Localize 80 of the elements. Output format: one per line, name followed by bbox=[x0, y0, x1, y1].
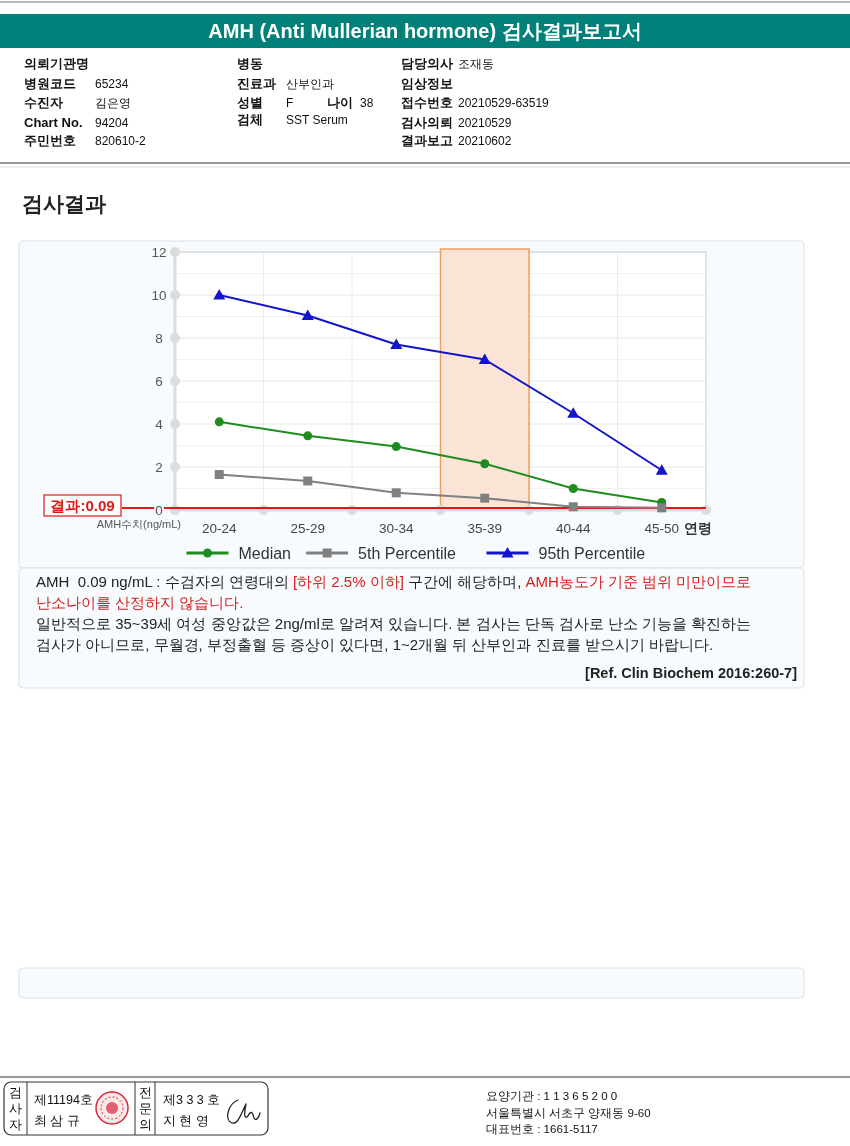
text: 제11194호 bbox=[34, 1093, 93, 1107]
text: 의뢰기관명 bbox=[24, 56, 89, 71]
x-tick-label: 40-44 bbox=[555, 521, 591, 536]
point bbox=[303, 476, 313, 486]
legend-label: 5th Percentile bbox=[358, 544, 457, 562]
text: AMH 0.09 ng/mL : 수검자의 연령대의 bbox=[36, 573, 289, 590]
point bbox=[480, 493, 490, 503]
text: 20210529 bbox=[458, 116, 512, 130]
x-tick-label: 30-34 bbox=[378, 521, 414, 536]
text: 나이 bbox=[327, 95, 353, 110]
y-tick-label: 8 bbox=[155, 331, 163, 346]
point bbox=[303, 431, 313, 441]
text: 접수번호 bbox=[401, 95, 453, 110]
x-axis-title: 연령 bbox=[684, 520, 712, 536]
point bbox=[478, 353, 491, 364]
x-tick-label: 20-24 bbox=[201, 521, 237, 536]
text: 산부인과 bbox=[286, 77, 334, 91]
point bbox=[213, 289, 226, 300]
y-tick-label: 2 bbox=[155, 460, 163, 475]
point bbox=[567, 407, 580, 418]
chart-subtitle: 검사결과 bbox=[22, 192, 106, 215]
text: 최 삼 규 bbox=[34, 1114, 80, 1128]
text: 검사자 bbox=[9, 1086, 22, 1132]
text: 820610-2 bbox=[95, 134, 147, 148]
point bbox=[214, 417, 224, 427]
point bbox=[657, 503, 667, 513]
legend-label: 95th Percentile bbox=[538, 544, 646, 562]
text: 난소나이를 산정하지 않습니다. bbox=[36, 593, 245, 613]
text: [Ref. Clin Biochem 2016:260-7] bbox=[585, 665, 797, 681]
y-tick-label: 10 bbox=[151, 288, 167, 303]
text: 성별 bbox=[237, 95, 263, 110]
point bbox=[214, 470, 224, 480]
text: 검체 bbox=[237, 112, 263, 127]
point bbox=[391, 442, 401, 452]
point bbox=[390, 338, 403, 349]
text: 대표번호 : 1661-5117 bbox=[486, 1123, 598, 1135]
text: 주민번호 bbox=[24, 133, 76, 148]
text: 38 bbox=[360, 96, 374, 110]
text: 요양기관 : 1 1 3 6 5 2 0 0 bbox=[486, 1090, 618, 1102]
x-tick-label: 25-29 bbox=[290, 521, 326, 536]
legend-label: Median bbox=[238, 544, 291, 562]
x-tick-label: 35-39 bbox=[467, 521, 503, 536]
text: 임상정보 bbox=[401, 76, 453, 91]
text: 진료과 bbox=[237, 76, 276, 91]
text: 20210602 bbox=[458, 134, 512, 148]
y-tick-label: 12 bbox=[151, 245, 167, 260]
text: 수진자 bbox=[24, 95, 63, 110]
point bbox=[655, 464, 668, 475]
text: Chart No. bbox=[24, 115, 83, 130]
text: SST Serum bbox=[286, 113, 348, 127]
text: 일반적으로 35~39세 여성 중앙값은 2ng/ml로 알려져 있습니다. 본 검사는 단독 검사로 난소 기능을 확진하는 검사가 아니므로, 무월경, 부정출혈 등 증상이 있다면, 1~2개월 뒤 산부인과 진료를 받으시기 바랍니다. bbox=[36, 614, 753, 655]
point bbox=[480, 459, 490, 469]
ref-line-label: 결과:0.09 bbox=[50, 497, 115, 514]
text: 담당의사 bbox=[401, 56, 453, 71]
chart-title: AMH (Anti Mullerian hormone) 검사결과보고서 bbox=[208, 20, 642, 42]
text: 전문의 bbox=[138, 1086, 152, 1132]
text: 김은영 bbox=[95, 96, 131, 110]
text: 결과보고 bbox=[401, 133, 453, 148]
text: [하위 2.5% 이하] bbox=[293, 573, 404, 590]
y-axis-title: AMH수치(ng/mL) bbox=[96, 518, 181, 530]
text: AMH농도가 기준 범위 미만이므로 bbox=[525, 573, 752, 590]
text: 검사의뢰 bbox=[401, 115, 453, 130]
text: 병원코드 bbox=[24, 76, 76, 91]
text: 병동 bbox=[237, 56, 263, 71]
y-tick-label: 4 bbox=[155, 417, 164, 432]
text: 94204 bbox=[95, 116, 129, 130]
text: 구간에 해당하며, bbox=[408, 573, 522, 590]
point bbox=[568, 502, 578, 512]
point bbox=[391, 488, 401, 498]
text: F bbox=[286, 96, 294, 110]
text: 조재동 bbox=[458, 57, 494, 71]
point bbox=[568, 484, 578, 493]
text: 65234 bbox=[95, 77, 129, 91]
text: 서울특별시 서초구 양재동 9-60 bbox=[486, 1107, 651, 1119]
text: 20210529-63519 bbox=[458, 96, 550, 110]
text: 제3 3 3 호 bbox=[163, 1093, 221, 1107]
text: 지 현 영 bbox=[163, 1114, 209, 1128]
y-tick-label: 6 bbox=[155, 374, 163, 389]
point bbox=[301, 309, 314, 320]
x-tick-label: 45-50 bbox=[644, 521, 680, 536]
